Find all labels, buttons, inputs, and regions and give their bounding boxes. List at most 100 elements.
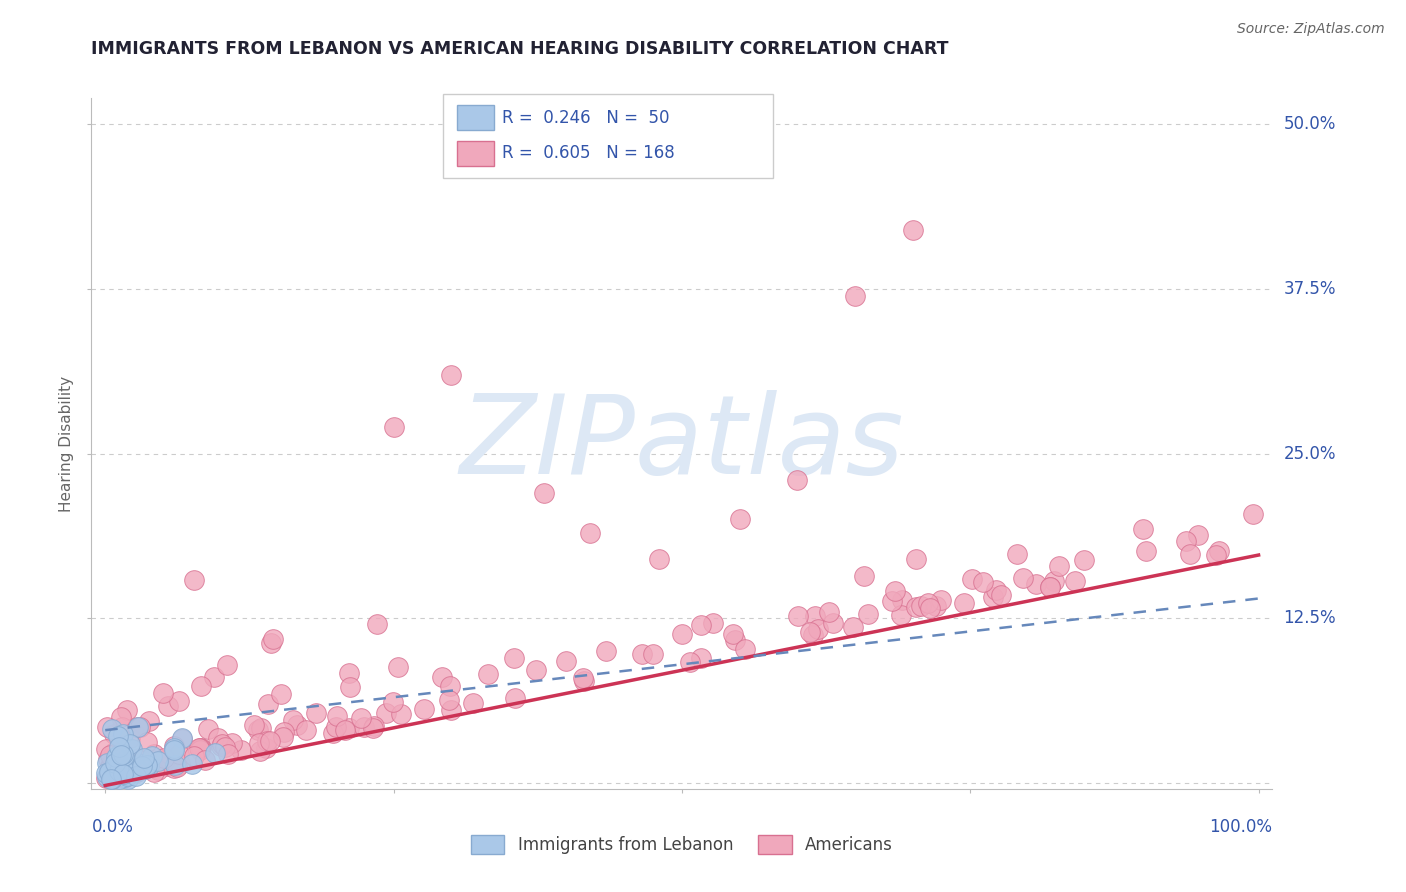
Point — [157, 698, 180, 713]
Point — [96, 756, 118, 770]
Point — [273, 724, 295, 739]
Point — [209, 739, 232, 754]
Point — [295, 723, 318, 737]
Point — [339, 680, 361, 694]
Point — [98, 759, 121, 773]
Point — [172, 731, 194, 746]
Point — [905, 599, 928, 614]
Point — [503, 690, 526, 705]
Point — [631, 648, 654, 662]
Point — [100, 772, 122, 787]
Point — [337, 666, 360, 681]
Point — [1064, 574, 1087, 588]
Point — [891, 593, 914, 607]
Point — [111, 727, 134, 741]
Point — [461, 696, 484, 710]
Point — [249, 744, 271, 758]
Point — [146, 763, 169, 777]
Point — [1047, 559, 1070, 574]
Point — [142, 765, 165, 780]
Point — [127, 764, 149, 778]
Text: Source: ZipAtlas.com: Source: ZipAtlas.com — [1237, 22, 1385, 37]
Point — [143, 747, 166, 762]
Point — [1241, 508, 1264, 522]
Point — [648, 552, 671, 566]
Point — [262, 632, 284, 646]
Point — [918, 601, 941, 615]
Point — [333, 723, 356, 738]
Point — [115, 759, 138, 773]
Point — [1039, 580, 1062, 594]
Point — [127, 721, 149, 735]
Point — [641, 648, 664, 662]
Point — [136, 758, 159, 772]
Point — [702, 615, 724, 630]
Text: 25.0%: 25.0% — [1284, 444, 1336, 463]
Point — [96, 770, 118, 784]
Point — [325, 709, 347, 723]
Point — [1205, 548, 1227, 562]
Point — [1187, 527, 1209, 541]
Point — [250, 721, 273, 735]
Point — [271, 731, 294, 745]
Point — [960, 572, 983, 586]
Point — [256, 697, 278, 711]
Point — [101, 762, 124, 776]
Point — [117, 762, 139, 776]
Point — [852, 569, 875, 583]
Point — [1043, 574, 1066, 588]
Point — [169, 694, 191, 708]
Point — [112, 748, 135, 763]
Point — [350, 711, 373, 725]
Point — [910, 599, 932, 613]
Point — [844, 288, 866, 302]
Point — [382, 420, 405, 434]
Point — [114, 764, 136, 778]
Point — [118, 731, 141, 746]
Point — [285, 718, 308, 732]
Text: 100.0%: 100.0% — [1209, 819, 1272, 837]
Point — [114, 753, 136, 767]
Text: 12.5%: 12.5% — [1284, 609, 1336, 627]
Point — [153, 750, 176, 764]
Point — [905, 552, 928, 566]
Point — [856, 607, 879, 621]
Point — [260, 636, 283, 650]
Point — [111, 767, 134, 781]
Point — [381, 695, 404, 709]
Point — [172, 731, 194, 746]
Point — [117, 772, 139, 786]
Point — [131, 758, 153, 772]
Point — [190, 679, 212, 693]
Point — [180, 757, 202, 772]
Point — [141, 753, 163, 767]
Point — [207, 731, 229, 745]
Point — [97, 752, 120, 766]
Point — [152, 686, 174, 700]
Point — [889, 607, 911, 622]
Point — [105, 750, 128, 764]
Point — [127, 764, 149, 779]
Point — [107, 764, 129, 778]
Point — [283, 713, 305, 727]
Point — [146, 754, 169, 768]
Point — [136, 734, 159, 748]
Point — [801, 628, 824, 642]
Point — [1174, 534, 1197, 549]
Point — [214, 740, 236, 755]
Point — [96, 766, 118, 780]
Point — [1208, 543, 1230, 558]
Point — [972, 574, 994, 589]
Point — [138, 758, 160, 772]
Point — [217, 747, 239, 762]
Point — [1012, 571, 1035, 585]
Point — [671, 627, 693, 641]
Point — [118, 737, 141, 751]
Point — [821, 615, 844, 630]
Point — [138, 714, 160, 728]
Point — [101, 722, 124, 736]
Point — [204, 747, 226, 761]
Point — [387, 660, 409, 674]
Point — [111, 756, 134, 771]
Point — [322, 726, 344, 740]
